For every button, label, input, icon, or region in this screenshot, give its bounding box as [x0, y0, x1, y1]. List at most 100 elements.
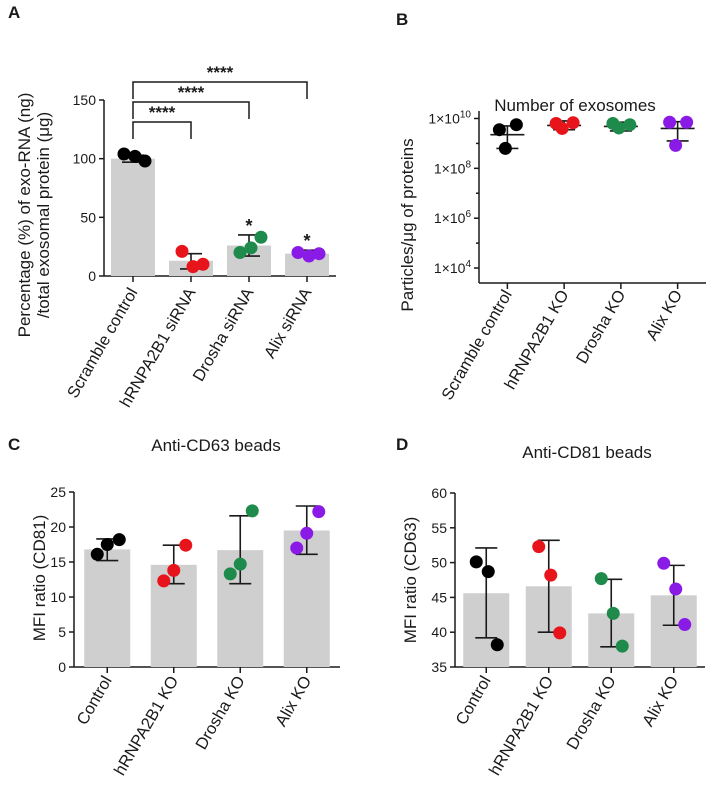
y-tick-label: 100: [73, 151, 97, 167]
data-point: [312, 247, 326, 261]
data-point: [615, 639, 629, 653]
panel-c-title: Anti-CD63 beads: [151, 436, 280, 455]
y-tick-label: 45: [431, 589, 447, 605]
bar: [84, 549, 131, 667]
data-point: [612, 121, 626, 135]
data-point: [490, 638, 504, 652]
panel-b-title: Number of exosomes: [494, 96, 656, 115]
data-point: [553, 626, 567, 640]
y-tick-label: 150: [73, 92, 97, 108]
x-tick-label: Alix KO: [272, 673, 315, 730]
data-point: [498, 141, 512, 155]
y-tick-label: 0: [58, 659, 66, 675]
panel-a: A Percentage (%) of exo-RNA (ng)/total e…: [8, 3, 336, 410]
x-tick-label: hRNPA2B1 KO: [486, 673, 557, 779]
x-tick-label: Drosha KO: [573, 287, 629, 367]
bar: [111, 158, 155, 276]
data-point: [678, 618, 692, 632]
data-point: [157, 574, 171, 588]
y-tick-label: 1×1010: [428, 109, 471, 126]
panel-letter-d: D: [396, 435, 408, 454]
data-point: [680, 115, 694, 129]
data-point: [112, 533, 126, 547]
y-tick-label: 10: [50, 589, 66, 605]
y-tick-label: 5: [58, 624, 66, 640]
panel-letter-c: C: [8, 435, 20, 454]
data-point: [254, 230, 268, 244]
x-tick-label: Alix KO: [643, 287, 686, 344]
y-tick-label: 50: [431, 555, 447, 571]
y-tick-label: 0: [88, 268, 96, 284]
y-tick-label: 25: [50, 484, 66, 500]
data-point: [100, 538, 114, 551]
x-tick-label: Drosha KO: [192, 673, 248, 753]
x-tick-label: Drosha siRNA: [190, 285, 258, 385]
x-tick-label: Control: [453, 673, 495, 728]
y-tick-label: 1×106: [434, 209, 472, 226]
data-point: [669, 582, 683, 596]
y-axis-label: /total exosomal protein (μg): [34, 112, 53, 318]
data-point: [657, 556, 671, 570]
data-point: [623, 118, 637, 132]
y-axis-label: MFI ratio (CD81): [30, 515, 49, 642]
data-point: [291, 246, 305, 260]
data-point: [138, 154, 152, 168]
data-point: [302, 249, 316, 263]
panel-letter-a: A: [8, 3, 20, 22]
y-tick-label: 35: [431, 659, 447, 675]
data-point: [663, 115, 677, 129]
significance-bracket: [132, 81, 308, 99]
data-point: [669, 138, 683, 152]
data-point: [532, 540, 546, 554]
y-tick-label: 40: [431, 624, 447, 640]
y-tick-label: 55: [431, 520, 447, 536]
data-point: [555, 121, 569, 135]
data-point: [175, 244, 189, 258]
significance-label: ****: [207, 63, 234, 82]
x-tick-label: hRNPA2B1 KO: [111, 673, 182, 779]
data-point: [179, 538, 193, 552]
panel-d: D Anti-CD81 beads MFI ratio (CD63) 35 40 45…: [396, 435, 705, 779]
data-point: [117, 147, 131, 161]
y-axis-label: Percentage (%) of exo-RNA (ng): [15, 93, 34, 338]
y-tick-label: 20: [50, 519, 66, 535]
data-point: [244, 241, 258, 255]
data-point: [566, 116, 580, 130]
data-point: [469, 555, 483, 569]
data-point: [167, 563, 181, 577]
y-tick-label: 1×104: [434, 259, 472, 276]
significance-label: ****: [149, 103, 176, 122]
data-point: [128, 149, 142, 163]
significance-star: *: [303, 231, 310, 251]
x-tick-label: Control: [74, 673, 116, 728]
panel-d-title: Anti-CD81 beads: [522, 443, 651, 462]
data-point: [233, 246, 247, 260]
y-tick-label: 1×108: [434, 159, 472, 176]
data-point: [312, 505, 326, 519]
data-point: [509, 118, 523, 132]
significance-label: ****: [178, 83, 205, 102]
data-point: [223, 567, 237, 581]
panel-letter-b: B: [396, 10, 408, 29]
y-tick-label: 60: [431, 485, 447, 501]
data-point: [90, 547, 104, 561]
data-point: [492, 123, 506, 137]
data-point: [594, 572, 608, 586]
x-tick-label: Alix siRNA: [261, 285, 316, 361]
x-tick-label: Drosha KO: [563, 673, 619, 753]
x-tick-label: Alix KO: [639, 673, 682, 730]
data-point: [233, 557, 247, 571]
significance-bracket: [132, 101, 250, 119]
data-point: [300, 526, 314, 540]
significance-star: *: [245, 216, 252, 236]
y-axis-label: Particles/μg of proteins: [398, 138, 417, 311]
data-point: [544, 568, 558, 582]
data-point: [186, 260, 200, 274]
data-point: [606, 606, 620, 620]
y-tick-label: 50: [80, 209, 96, 225]
y-tick-label: 15: [50, 554, 66, 570]
data-point: [245, 504, 259, 518]
data-point: [290, 541, 304, 555]
panel-c: C Anti-CD63 beads MFI ratio (CD81) 0 5 10 15…: [8, 435, 340, 779]
y-axis-label: MFI ratio (CD63): [401, 517, 420, 644]
